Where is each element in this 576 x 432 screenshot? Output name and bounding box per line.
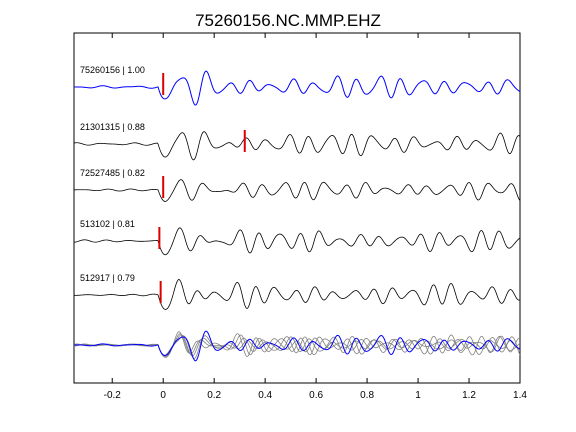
trace-line [73,179,521,202]
x-axis: -0.2 0 0.2 0.4 0.6 0.8 1 1.2 1.4 [104,33,527,401]
trace-label: 75260156 | 1.00 [80,65,145,75]
stack-reference-line [73,330,521,362]
traces-group: 75260156 | 1.00 21301315 | 0.88 72527485 |… [73,65,521,310]
trace-line [73,279,521,310]
trace-line [73,70,521,106]
x-tick-label: 1.2 [462,390,476,401]
trace-line [73,227,521,256]
x-tick-label: 0.8 [360,390,374,401]
plot-frame [73,32,521,384]
x-tick-label: 1 [415,390,421,401]
x-tick-label: 0.6 [309,390,323,401]
trace-label: 72527485 | 0.82 [80,168,145,178]
trace-line [73,131,521,161]
trace-label: 512917 | 0.79 [80,273,135,283]
trace-label: 21301315 | 0.88 [80,122,145,132]
stack-trace-line [73,335,521,359]
x-tick-label: 0 [160,390,166,401]
x-tick-label: -0.2 [104,390,122,401]
x-tick-label: 1.4 [513,390,527,401]
stack-group [73,330,521,362]
chart-title: 75260156.NC.MMP.EHZ [195,11,381,30]
x-tick-label: 0.4 [258,390,272,401]
x-tick-label: 0.2 [207,390,221,401]
trace-label: 513102 | 0.81 [80,219,135,229]
